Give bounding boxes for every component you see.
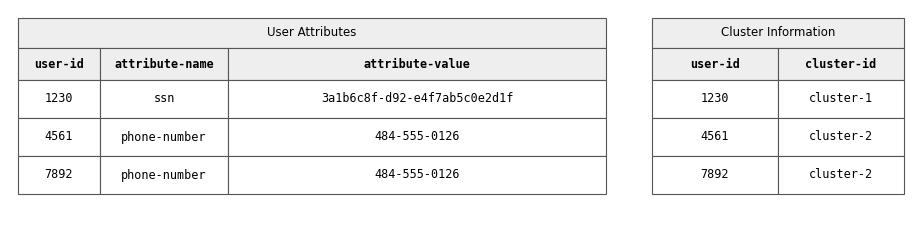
Text: cluster-2: cluster-2	[808, 130, 872, 144]
Text: ssn: ssn	[153, 93, 175, 105]
Bar	[652, 18, 903, 48]
Text: User Attributes: User Attributes	[267, 26, 357, 40]
Text: phone-number: phone-number	[121, 130, 207, 144]
Bar	[100, 118, 228, 156]
Bar	[777, 80, 903, 118]
Text: 1230: 1230	[700, 93, 729, 105]
Text: 3a1b6c8f-d92-e4f7ab5c0e2d1f: 3a1b6c8f-d92-e4f7ab5c0e2d1f	[321, 93, 513, 105]
Text: 4561: 4561	[700, 130, 729, 144]
Text: attribute-value: attribute-value	[363, 58, 470, 70]
Text: 4561: 4561	[45, 130, 74, 144]
Bar	[777, 156, 903, 194]
Bar	[652, 118, 777, 156]
Text: phone-number: phone-number	[121, 169, 207, 182]
Bar	[18, 80, 100, 118]
Text: cluster-id: cluster-id	[804, 58, 876, 70]
Bar	[228, 156, 606, 194]
Bar	[228, 80, 606, 118]
Text: attribute-name: attribute-name	[114, 58, 213, 70]
Bar	[652, 156, 777, 194]
Text: 484-555-0126: 484-555-0126	[374, 169, 460, 182]
Bar	[777, 48, 903, 80]
Bar	[18, 48, 100, 80]
Text: 7892: 7892	[45, 169, 74, 182]
Bar	[100, 48, 228, 80]
Text: Cluster Information: Cluster Information	[720, 26, 834, 40]
Text: cluster-2: cluster-2	[808, 169, 872, 182]
Bar	[228, 48, 606, 80]
Bar	[18, 118, 100, 156]
Text: user-id: user-id	[34, 58, 84, 70]
Text: 1230: 1230	[45, 93, 74, 105]
Bar	[777, 118, 903, 156]
Text: cluster-1: cluster-1	[808, 93, 872, 105]
Bar	[100, 80, 228, 118]
Bar	[18, 18, 606, 48]
Text: 484-555-0126: 484-555-0126	[374, 130, 460, 144]
Bar	[652, 48, 777, 80]
Bar	[18, 156, 100, 194]
Bar	[100, 156, 228, 194]
Bar	[228, 118, 606, 156]
Bar	[652, 80, 777, 118]
Text: 7892: 7892	[700, 169, 729, 182]
Text: user-id: user-id	[689, 58, 739, 70]
